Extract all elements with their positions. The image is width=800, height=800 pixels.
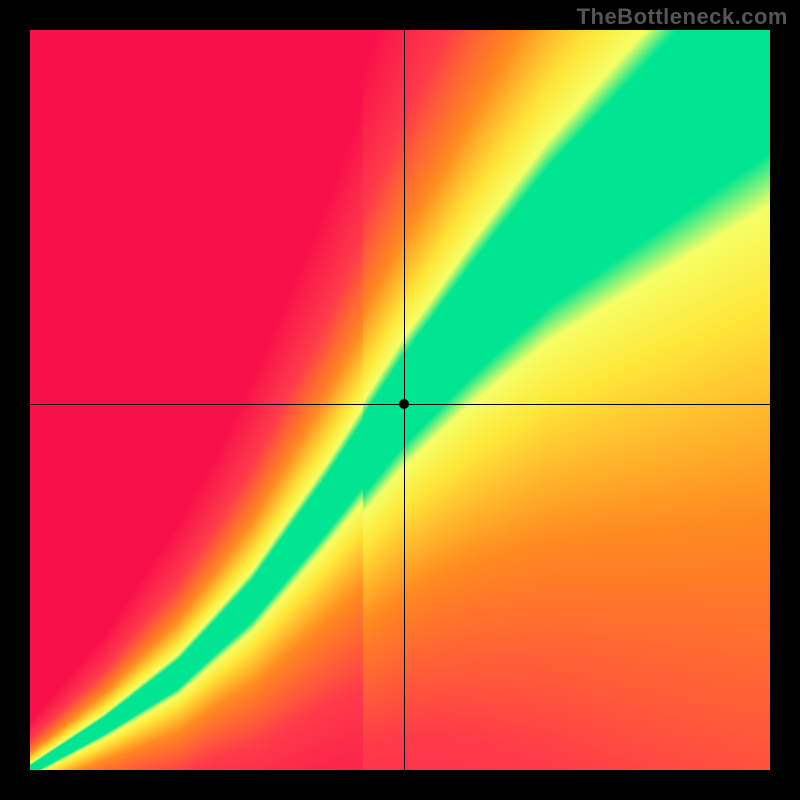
plot-area [30,30,770,770]
marker-dot [399,399,409,409]
watermark-text: TheBottleneck.com [577,4,788,30]
chart-container: TheBottleneck.com [0,0,800,800]
